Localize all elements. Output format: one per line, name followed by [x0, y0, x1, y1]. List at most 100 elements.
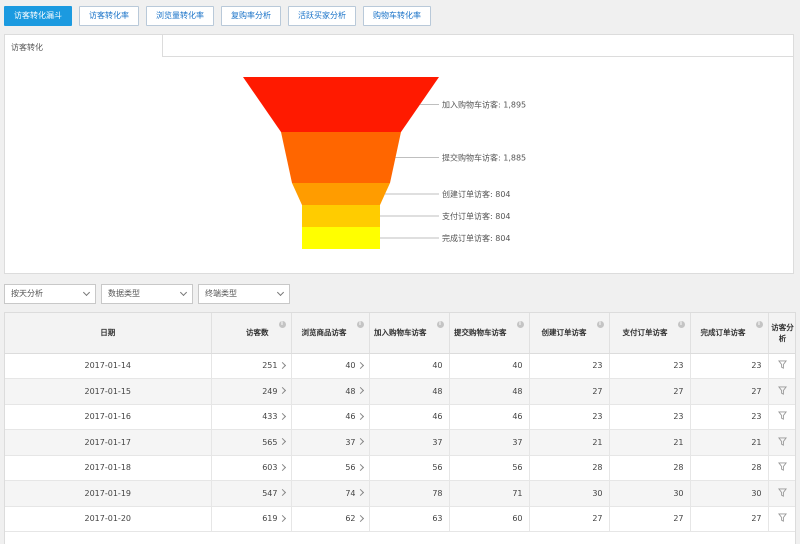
data-type-value: 数据类型	[108, 289, 140, 298]
column-header-date[interactable]: 日期	[5, 313, 212, 354]
browse-visitors-cell[interactable]: 56	[291, 455, 370, 481]
visitors-cell[interactable]: 249	[211, 378, 292, 405]
info-icon[interactable]: i	[436, 321, 444, 328]
column-header-create-order-visitors[interactable]: 创建订单访客 i	[529, 313, 610, 354]
filter-icon[interactable]	[778, 437, 787, 446]
funnel-stage-label: 提交购物车访客: 1,885	[442, 153, 526, 163]
chevron-right-icon[interactable]	[356, 463, 364, 471]
info-icon[interactable]: i	[596, 321, 604, 328]
visitors-cell[interactable]: 251	[211, 353, 292, 379]
visitor-analysis-cell	[768, 480, 795, 507]
analysis-period-select[interactable]: 按天分析	[4, 284, 96, 304]
funnel-stage[interactable]	[243, 77, 439, 132]
metric-cell: 23	[529, 353, 610, 379]
info-icon[interactable]: i	[677, 321, 685, 328]
metric-cell: 28	[690, 455, 769, 481]
funnel-panel: 访客转化 加入购物车访客: 1,895 提交购物车访客: 1,885 创建订单访客:…	[4, 34, 794, 274]
data-table-container: 日期 访客数 i 浏览商品访客 i 加入购物车访客 i 提交购物车访客 i 创建订单访客…	[4, 312, 796, 544]
filter-icon[interactable]	[778, 386, 787, 395]
chevron-right-icon[interactable]	[356, 412, 364, 420]
metric-cell: 27	[609, 506, 691, 532]
chevron-right-icon[interactable]	[278, 437, 286, 446]
browse-visitors-cell[interactable]: 46	[291, 404, 370, 430]
chevron-right-icon[interactable]	[356, 437, 364, 446]
chevron-right-icon[interactable]	[278, 386, 286, 395]
tab-repurchase-analysis[interactable]: 复购率分析	[221, 6, 281, 26]
cell-value: 603	[262, 463, 278, 473]
visitors-cell[interactable]: 603	[211, 455, 292, 481]
funnel-stage[interactable]	[281, 132, 401, 183]
visitor-analysis-cell	[768, 353, 795, 379]
visitor-analysis-cell	[768, 404, 795, 430]
funnel-stage[interactable]	[302, 227, 380, 249]
cell-value: 37	[345, 437, 356, 447]
visitors-cell[interactable]: 619	[211, 506, 292, 532]
data-table: 日期 访客数 i 浏览商品访客 i 加入购物车访客 i 提交购物车访客 i 创建订单访客…	[5, 313, 795, 532]
date-cell: 2017-01-16	[5, 404, 212, 430]
filter-icon[interactable]	[778, 411, 787, 421]
tab-active-buyer-analysis[interactable]: 活跃买家分析	[288, 6, 356, 26]
metric-cell: 78	[369, 480, 450, 507]
column-header-browse-visitors[interactable]: 浏览商品访客 i	[291, 313, 370, 354]
metric-cell: 46	[449, 404, 530, 430]
chevron-right-icon[interactable]	[278, 361, 286, 369]
tab-visitor-conversion-rate[interactable]: 访客转化率	[79, 6, 139, 26]
column-header-submit-cart-visitors[interactable]: 提交购物车访客 i	[449, 313, 530, 354]
tab-visitor-funnel[interactable]: 访客转化漏斗	[4, 6, 72, 26]
chevron-right-icon[interactable]	[356, 514, 364, 522]
filter-icon[interactable]	[778, 462, 787, 472]
column-header-complete-order-visitors[interactable]: 完成订单访客 i	[690, 313, 769, 354]
column-header-label: 完成订单访客	[700, 328, 746, 338]
cell-value: 74	[345, 488, 356, 498]
funnel-stage-label: 完成订单访客: 804	[442, 233, 511, 243]
metric-cell: 30	[609, 480, 691, 507]
terminal-type-select[interactable]: 终端类型	[198, 284, 290, 304]
panel-tab-visitor-conversion[interactable]: 访客转化	[5, 35, 163, 57]
chevron-right-icon[interactable]	[278, 514, 286, 522]
data-type-select[interactable]: 数据类型	[101, 284, 193, 304]
metric-cell: 40	[369, 353, 450, 379]
metric-cell: 21	[690, 429, 769, 456]
metric-cell: 27	[609, 378, 691, 405]
visitors-cell[interactable]: 547	[211, 480, 292, 507]
chevron-right-icon[interactable]	[278, 488, 286, 497]
column-header-visitors[interactable]: 访客数 i	[211, 313, 292, 354]
chevron-right-icon[interactable]	[356, 386, 364, 395]
visitor-analysis-cell	[768, 378, 795, 405]
metric-cell: 30	[690, 480, 769, 507]
metric-cell: 63	[369, 506, 450, 532]
browse-visitors-cell[interactable]: 37	[291, 429, 370, 456]
funnel-stage[interactable]	[292, 183, 390, 205]
browse-visitors-cell[interactable]: 74	[291, 480, 370, 507]
info-icon[interactable]: i	[516, 321, 524, 328]
chevron-right-icon[interactable]	[278, 412, 286, 420]
cell-value: 547	[262, 488, 278, 498]
funnel-stage[interactable]	[302, 205, 380, 227]
chevron-right-icon[interactable]	[278, 463, 286, 471]
column-header-add-cart-visitors[interactable]: 加入购物车访客 i	[369, 313, 450, 354]
metric-cell: 46	[369, 404, 450, 430]
metric-cell: 48	[369, 378, 450, 405]
filter-icon[interactable]	[778, 513, 787, 523]
table-row: 2017-01-16 433 46 46 46 23 23 23	[5, 404, 795, 430]
filter-icon[interactable]	[778, 488, 787, 497]
column-header-pay-order-visitors[interactable]: 支付订单访客 i	[609, 313, 691, 354]
info-icon[interactable]: i	[356, 321, 364, 328]
table-row: 2017-01-20 619 62 63 60 27 27 27	[5, 506, 795, 532]
browse-visitors-cell[interactable]: 40	[291, 353, 370, 379]
info-icon[interactable]: i	[755, 321, 763, 328]
date-cell: 2017-01-17	[5, 429, 212, 456]
table-row: 2017-01-19 547 74 78 71 30 30 30	[5, 480, 795, 507]
visitors-cell[interactable]: 565	[211, 429, 292, 456]
chevron-right-icon[interactable]	[356, 488, 364, 497]
visitors-cell[interactable]: 433	[211, 404, 292, 430]
info-icon[interactable]: i	[278, 321, 286, 328]
browse-visitors-cell[interactable]: 62	[291, 506, 370, 532]
browse-visitors-cell[interactable]: 48	[291, 378, 370, 405]
tab-cart-conversion-rate[interactable]: 购物车转化率	[363, 6, 431, 26]
analysis-tabs: 访客转化漏斗 访客转化率 浏览量转化率 复购率分析 活跃买家分析 购物车转化率	[4, 6, 431, 26]
filter-icon[interactable]	[778, 360, 787, 370]
date-cell: 2017-01-20	[5, 506, 212, 532]
chevron-right-icon[interactable]	[356, 361, 364, 369]
tab-pageview-conversion-rate[interactable]: 浏览量转化率	[146, 6, 214, 26]
